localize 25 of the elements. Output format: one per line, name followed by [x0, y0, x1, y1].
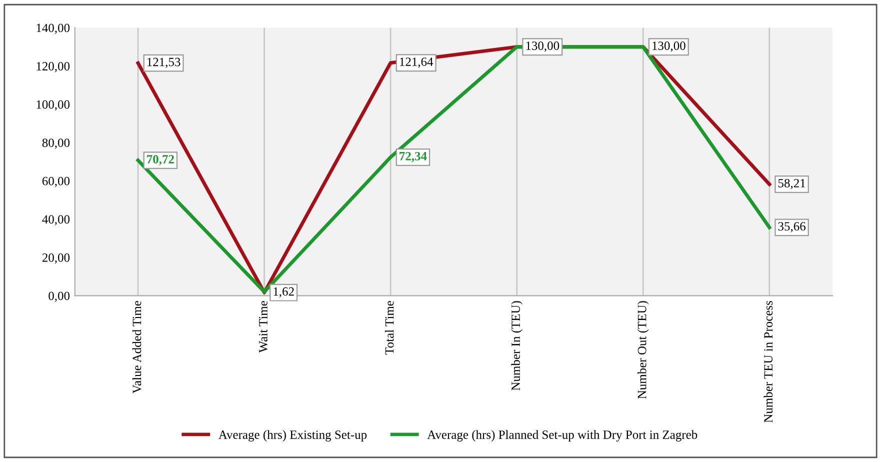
x-tick-label: Number In (TEU): [511, 301, 523, 390]
legend-label: Average (hrs) Planned Set-up with Dry Port in Zagreb: [427, 430, 698, 442]
data-label: 130,00: [652, 42, 686, 52]
x-tick-label: Number Out (TEU): [637, 301, 649, 399]
y-tick-label: 80,00: [42, 138, 70, 149]
y-tick-label: 120,00: [36, 62, 70, 72]
data-label: 130,00: [526, 42, 560, 52]
x-tick-label: Wait Time: [259, 300, 268, 353]
data-label: 35,66: [778, 222, 806, 232]
y-tick-label: 60,00: [42, 176, 70, 188]
y-tick-label: 0,00: [48, 292, 70, 302]
y-tick-label: 20,00: [42, 253, 70, 264]
data-label: 72,34: [400, 152, 427, 162]
data-label: 121,53: [147, 58, 180, 68]
y-tick-label: 140,00: [36, 24, 70, 34]
y-tick-label: 40,00: [42, 215, 70, 226]
x-tick-label: Total Time: [384, 300, 394, 355]
data-label: 1,62: [274, 287, 294, 298]
data-label: 70,72: [147, 155, 174, 166]
data-label: 121,64: [400, 58, 434, 68]
y-tick-label: 100,00: [36, 100, 70, 111]
data-label: 58,21: [778, 178, 806, 190]
legend-label: Average (hrs) Existing Set-up: [218, 430, 367, 442]
x-tick-label: Number TEU in Process: [764, 300, 773, 423]
x-tick-label: Value Added Time: [132, 300, 142, 394]
